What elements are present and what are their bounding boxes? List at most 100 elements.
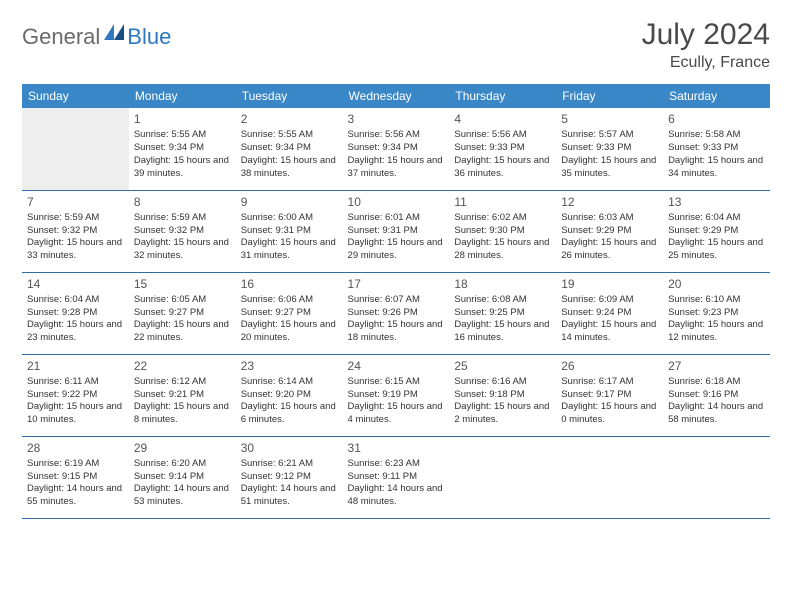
calendar-body: 1Sunrise: 5:55 AMSunset: 9:34 PMDaylight… <box>22 108 770 518</box>
calendar-row: 14Sunrise: 6:04 AMSunset: 9:28 PMDayligh… <box>22 272 770 354</box>
day-number: 5 <box>561 111 658 127</box>
weekday-header: Thursday <box>449 84 556 108</box>
daylight-line: Daylight: 15 hours and 39 minutes. <box>134 155 231 181</box>
calendar-cell: 9Sunrise: 6:00 AMSunset: 9:31 PMDaylight… <box>236 190 343 272</box>
sunset-line: Sunset: 9:17 PM <box>561 389 658 402</box>
sunrise-line: Sunrise: 6:14 AM <box>241 376 338 389</box>
day-number: 20 <box>668 276 765 292</box>
calendar-row: 21 Sunrise: 6:11 AMSunset: 9:22 PM Dayligh… <box>22 354 770 436</box>
sunset-line: Sunset: 9:31 PM <box>241 225 338 238</box>
calendar-head: SundayMondayTuesdayWednesdayThursdayFrid… <box>22 84 770 108</box>
sunrise-line: Sunrise: 6:08 AM <box>454 294 551 307</box>
sunset-line: Sunset: 9:25 PM <box>454 307 551 320</box>
calendar-row: 1Sunrise: 5:55 AMSunset: 9:34 PMDaylight… <box>22 108 770 190</box>
sunrise-line: Sunrise: 5:59 AM <box>134 212 231 225</box>
day-number: 15 <box>134 276 231 292</box>
sunset-line: Sunset: 9:32 PM <box>27 225 124 238</box>
sunset-line: Sunset: 9:29 PM <box>561 225 658 238</box>
calendar-cell: 30Sunrise: 6:21 AMSunset: 9:12 PMDayligh… <box>236 436 343 518</box>
daylight-line: Daylight: 15 hours and 33 minutes. <box>27 237 124 263</box>
day-number: 25 <box>454 358 551 374</box>
sunset-line: Sunset: 9:27 PM <box>241 307 338 320</box>
sunrise-line: Sunrise: 6:11 AM <box>27 376 124 389</box>
sunrise-line: Sunrise: 6:23 AM <box>348 458 445 471</box>
sunset-line: Sunset: 9:34 PM <box>348 142 445 155</box>
weekday-header: Saturday <box>663 84 770 108</box>
sunrise-line: Sunrise: 6:01 AM <box>348 212 445 225</box>
daylight-line: Daylight: 15 hours and 0 minutes. <box>561 401 658 427</box>
day-number: 21 <box>27 358 124 374</box>
weekday-header: Friday <box>556 84 663 108</box>
calendar-cell: 1Sunrise: 5:55 AMSunset: 9:34 PMDaylight… <box>129 108 236 190</box>
day-number: 6 <box>668 111 765 127</box>
sunrise-line: Sunrise: 5:59 AM <box>27 212 124 225</box>
sunset-line: Sunset: 9:26 PM <box>348 307 445 320</box>
daylight-line: Daylight: 15 hours and 31 minutes. <box>241 237 338 263</box>
daylight-line: Daylight: 15 hours and 28 minutes. <box>454 237 551 263</box>
sunrise-line: Sunrise: 6:07 AM <box>348 294 445 307</box>
day-number: 7 <box>27 194 124 210</box>
sunrise-line: Sunrise: 6:19 AM <box>27 458 124 471</box>
sunset-line: Sunset: 9:19 PM <box>348 389 445 402</box>
sunset-line: Sunset: 9:31 PM <box>348 225 445 238</box>
sunset-line: Sunset: 9:23 PM <box>668 307 765 320</box>
day-number: 14 <box>27 276 124 292</box>
sunset-line: Sunset: 9:32 PM <box>134 225 231 238</box>
calendar-cell: 22Sunrise: 6:12 AMSunset: 9:21 PMDayligh… <box>129 354 236 436</box>
day-number: 10 <box>348 194 445 210</box>
calendar-cell-empty <box>449 436 556 518</box>
weekday-header: Wednesday <box>343 84 450 108</box>
sunset-line: Sunset: 9:14 PM <box>134 471 231 484</box>
calendar-cell: 5Sunrise: 5:57 AMSunset: 9:33 PMDaylight… <box>556 108 663 190</box>
sunrise-line: Sunrise: 5:56 AM <box>454 129 551 142</box>
calendar-cell-empty <box>22 108 129 190</box>
day-number: 13 <box>668 194 765 210</box>
calendar-cell: 17Sunrise: 6:07 AMSunset: 9:26 PMDayligh… <box>343 272 450 354</box>
sunset-line: Sunset: 9:34 PM <box>241 142 338 155</box>
sunrise-line: Sunrise: 6:15 AM <box>348 376 445 389</box>
calendar-cell: 26Sunrise: 6:17 AMSunset: 9:17 PMDayligh… <box>556 354 663 436</box>
calendar-cell: 2Sunrise: 5:55 AMSunset: 9:34 PMDaylight… <box>236 108 343 190</box>
logo: General Blue <box>22 18 171 50</box>
sunset-line: Sunset: 9:22 PM <box>27 389 124 402</box>
day-number: 31 <box>348 440 445 456</box>
calendar-cell: 11Sunrise: 6:02 AMSunset: 9:30 PMDayligh… <box>449 190 556 272</box>
calendar-cell: 15Sunrise: 6:05 AMSunset: 9:27 PMDayligh… <box>129 272 236 354</box>
calendar-cell: 10Sunrise: 6:01 AMSunset: 9:31 PMDayligh… <box>343 190 450 272</box>
daylight-line: Daylight: 15 hours and 12 minutes. <box>668 319 765 345</box>
day-number: 22 <box>134 358 231 374</box>
daylight-line: Daylight: 15 hours and 26 minutes. <box>561 237 658 263</box>
weekday-header: Monday <box>129 84 236 108</box>
calendar-cell-empty <box>556 436 663 518</box>
calendar-row: 7Sunrise: 5:59 AMSunset: 9:32 PMDaylight… <box>22 190 770 272</box>
daylight-line: Daylight: 14 hours and 51 minutes. <box>241 483 338 509</box>
daylight-line: Daylight: 14 hours and 48 minutes. <box>348 483 445 509</box>
calendar-row: 28Sunrise: 6:19 AMSunset: 9:15 PMDayligh… <box>22 436 770 518</box>
sunrise-line: Sunrise: 6:20 AM <box>134 458 231 471</box>
daylight-line: Daylight: 15 hours and 4 minutes. <box>348 401 445 427</box>
sunrise-line: Sunrise: 5:56 AM <box>348 129 445 142</box>
calendar-cell: 13Sunrise: 6:04 AMSunset: 9:29 PMDayligh… <box>663 190 770 272</box>
daylight-line: Daylight: 15 hours and 8 minutes. <box>134 401 231 427</box>
day-number: 1 <box>134 111 231 127</box>
logo-text-blue: Blue <box>127 24 171 50</box>
calendar-cell: 20Sunrise: 6:10 AMSunset: 9:23 PMDayligh… <box>663 272 770 354</box>
daylight-line: Daylight: 15 hours and 20 minutes. <box>241 319 338 345</box>
calendar-cell: 4Sunrise: 5:56 AMSunset: 9:33 PMDaylight… <box>449 108 556 190</box>
sunset-line: Sunset: 9:15 PM <box>27 471 124 484</box>
header: General Blue July 2024 Ecully, France <box>22 18 770 72</box>
sunrise-line: Sunrise: 6:02 AM <box>454 212 551 225</box>
daylight-line: Daylight: 14 hours and 58 minutes. <box>668 401 765 427</box>
calendar-cell: 19Sunrise: 6:09 AMSunset: 9:24 PMDayligh… <box>556 272 663 354</box>
logo-text-general: General <box>22 24 100 50</box>
weekday-header: Sunday <box>22 84 129 108</box>
daylight-line: Daylight: 14 hours and 55 minutes. <box>27 483 124 509</box>
sunset-line: Sunset: 9:33 PM <box>454 142 551 155</box>
daylight-line: Daylight: 15 hours and 22 minutes. <box>134 319 231 345</box>
day-number: 3 <box>348 111 445 127</box>
calendar-cell: 24Sunrise: 6:15 AMSunset: 9:19 PMDayligh… <box>343 354 450 436</box>
location: Ecully, France <box>642 54 770 72</box>
calendar-cell: 3Sunrise: 5:56 AMSunset: 9:34 PMDaylight… <box>343 108 450 190</box>
day-number: 29 <box>134 440 231 456</box>
daylight-line: Daylight: 15 hours and 36 minutes. <box>454 155 551 181</box>
